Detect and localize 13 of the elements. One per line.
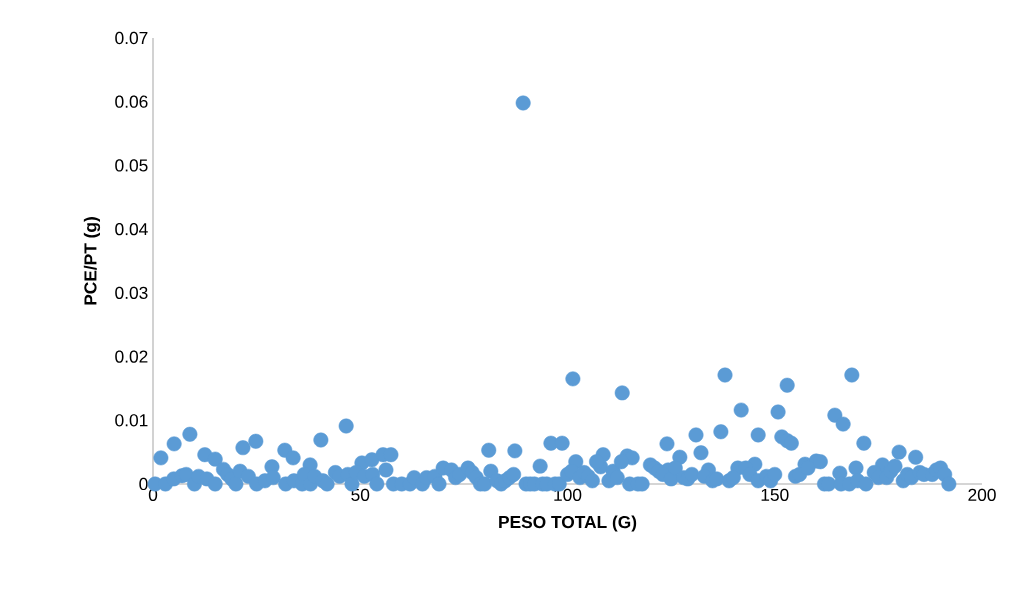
x-tick-label: 100	[554, 488, 582, 501]
x-tick-label: 200	[968, 488, 996, 501]
y-tick-label: 0.03	[115, 286, 148, 299]
y-tick-label: 0.02	[115, 350, 148, 363]
y-tick-label: 0.05	[115, 159, 148, 172]
y-axis-title: PCE/PT (g)	[83, 217, 101, 305]
x-axis-title: PESO TOTAL (G)	[499, 515, 637, 532]
y-tick-label: 0	[139, 477, 148, 491]
y-tick-label: 0.04	[115, 223, 148, 236]
x-tick-label: 150	[761, 488, 789, 501]
y-tick-label: 0.01	[115, 414, 148, 427]
y-tick-label: 0.07	[115, 31, 148, 45]
y-tick-label: 0.06	[115, 95, 148, 108]
